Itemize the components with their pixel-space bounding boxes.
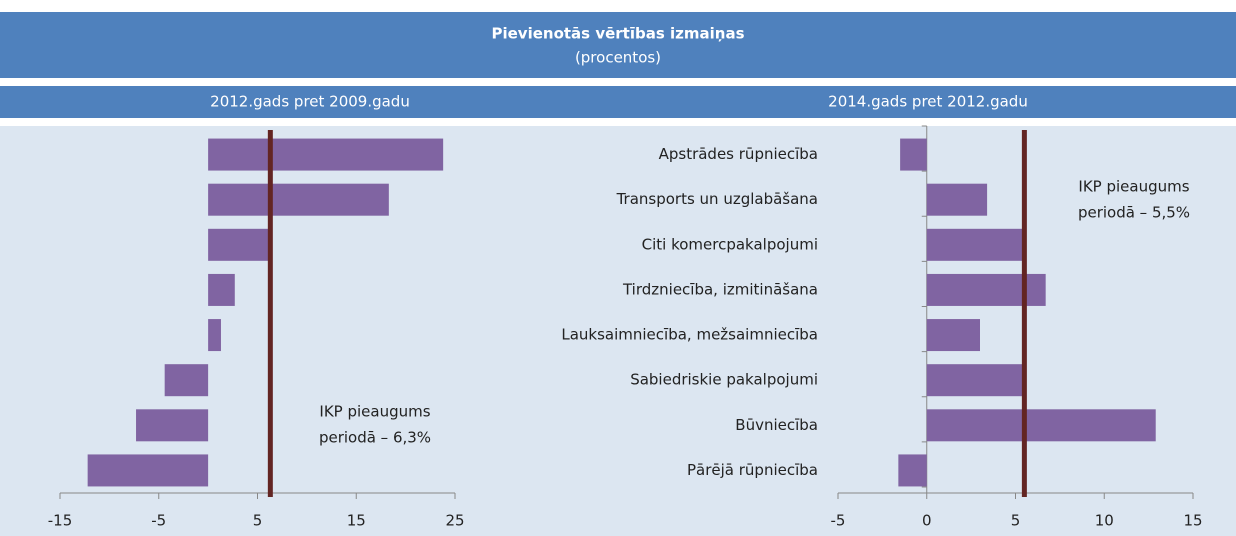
bar <box>926 228 1027 261</box>
category-label: Lauksaimniecība, mežsaimniecība <box>561 326 818 344</box>
bar <box>208 183 389 216</box>
subtitle-band <box>0 86 1236 118</box>
x-tick-label: -5 <box>151 512 166 530</box>
bar <box>208 228 273 261</box>
category-label: Tirdzniecība, izmitināšana <box>622 280 818 298</box>
annotation: IKP pieaugums <box>1078 178 1189 196</box>
category-label: Apstrādes rūpniecība <box>659 145 818 163</box>
category-label: Transports un uzglabāšana <box>616 190 818 208</box>
bar <box>926 364 1027 397</box>
bar <box>208 319 221 352</box>
bar <box>926 409 1156 442</box>
panel-title: 2012.gads pret 2009.gadu <box>210 93 410 111</box>
bar <box>926 273 1046 306</box>
annotation: periodā – 5,5% <box>1078 204 1190 222</box>
bar <box>926 183 988 216</box>
bar <box>900 138 927 171</box>
x-tick-label: -15 <box>48 512 73 530</box>
bar <box>898 454 927 487</box>
x-tick-label: 5 <box>253 512 263 530</box>
category-label: Pārējā rūpniecība <box>687 461 818 479</box>
chart-subtitle: (procentos) <box>575 49 661 67</box>
x-tick-label: 15 <box>347 512 366 530</box>
bar <box>136 409 209 442</box>
annotation: IKP pieaugums <box>319 403 430 421</box>
x-tick-label: 10 <box>1095 512 1114 530</box>
x-tick-label: 0 <box>922 512 932 530</box>
annotation: periodā – 6,3% <box>319 429 431 447</box>
x-tick-label: 5 <box>1011 512 1021 530</box>
category-label: Sabiedriskie pakalpojumi <box>630 371 818 389</box>
bar <box>164 364 209 397</box>
title-band <box>0 12 1236 78</box>
bar <box>87 454 209 487</box>
bar <box>208 273 235 306</box>
category-label: Būvniecība <box>735 416 818 434</box>
chart-title: Pievienotās vērtības izmaiņas <box>492 25 745 43</box>
x-tick-label: -5 <box>831 512 846 530</box>
bar <box>926 319 980 352</box>
bar <box>208 138 444 171</box>
panel-title: 2014.gads pret 2012.gadu <box>828 93 1028 111</box>
category-label: Citi komercpakalpojumi <box>642 235 818 253</box>
x-tick-label: 15 <box>1183 512 1202 530</box>
x-tick-label: 25 <box>445 512 464 530</box>
